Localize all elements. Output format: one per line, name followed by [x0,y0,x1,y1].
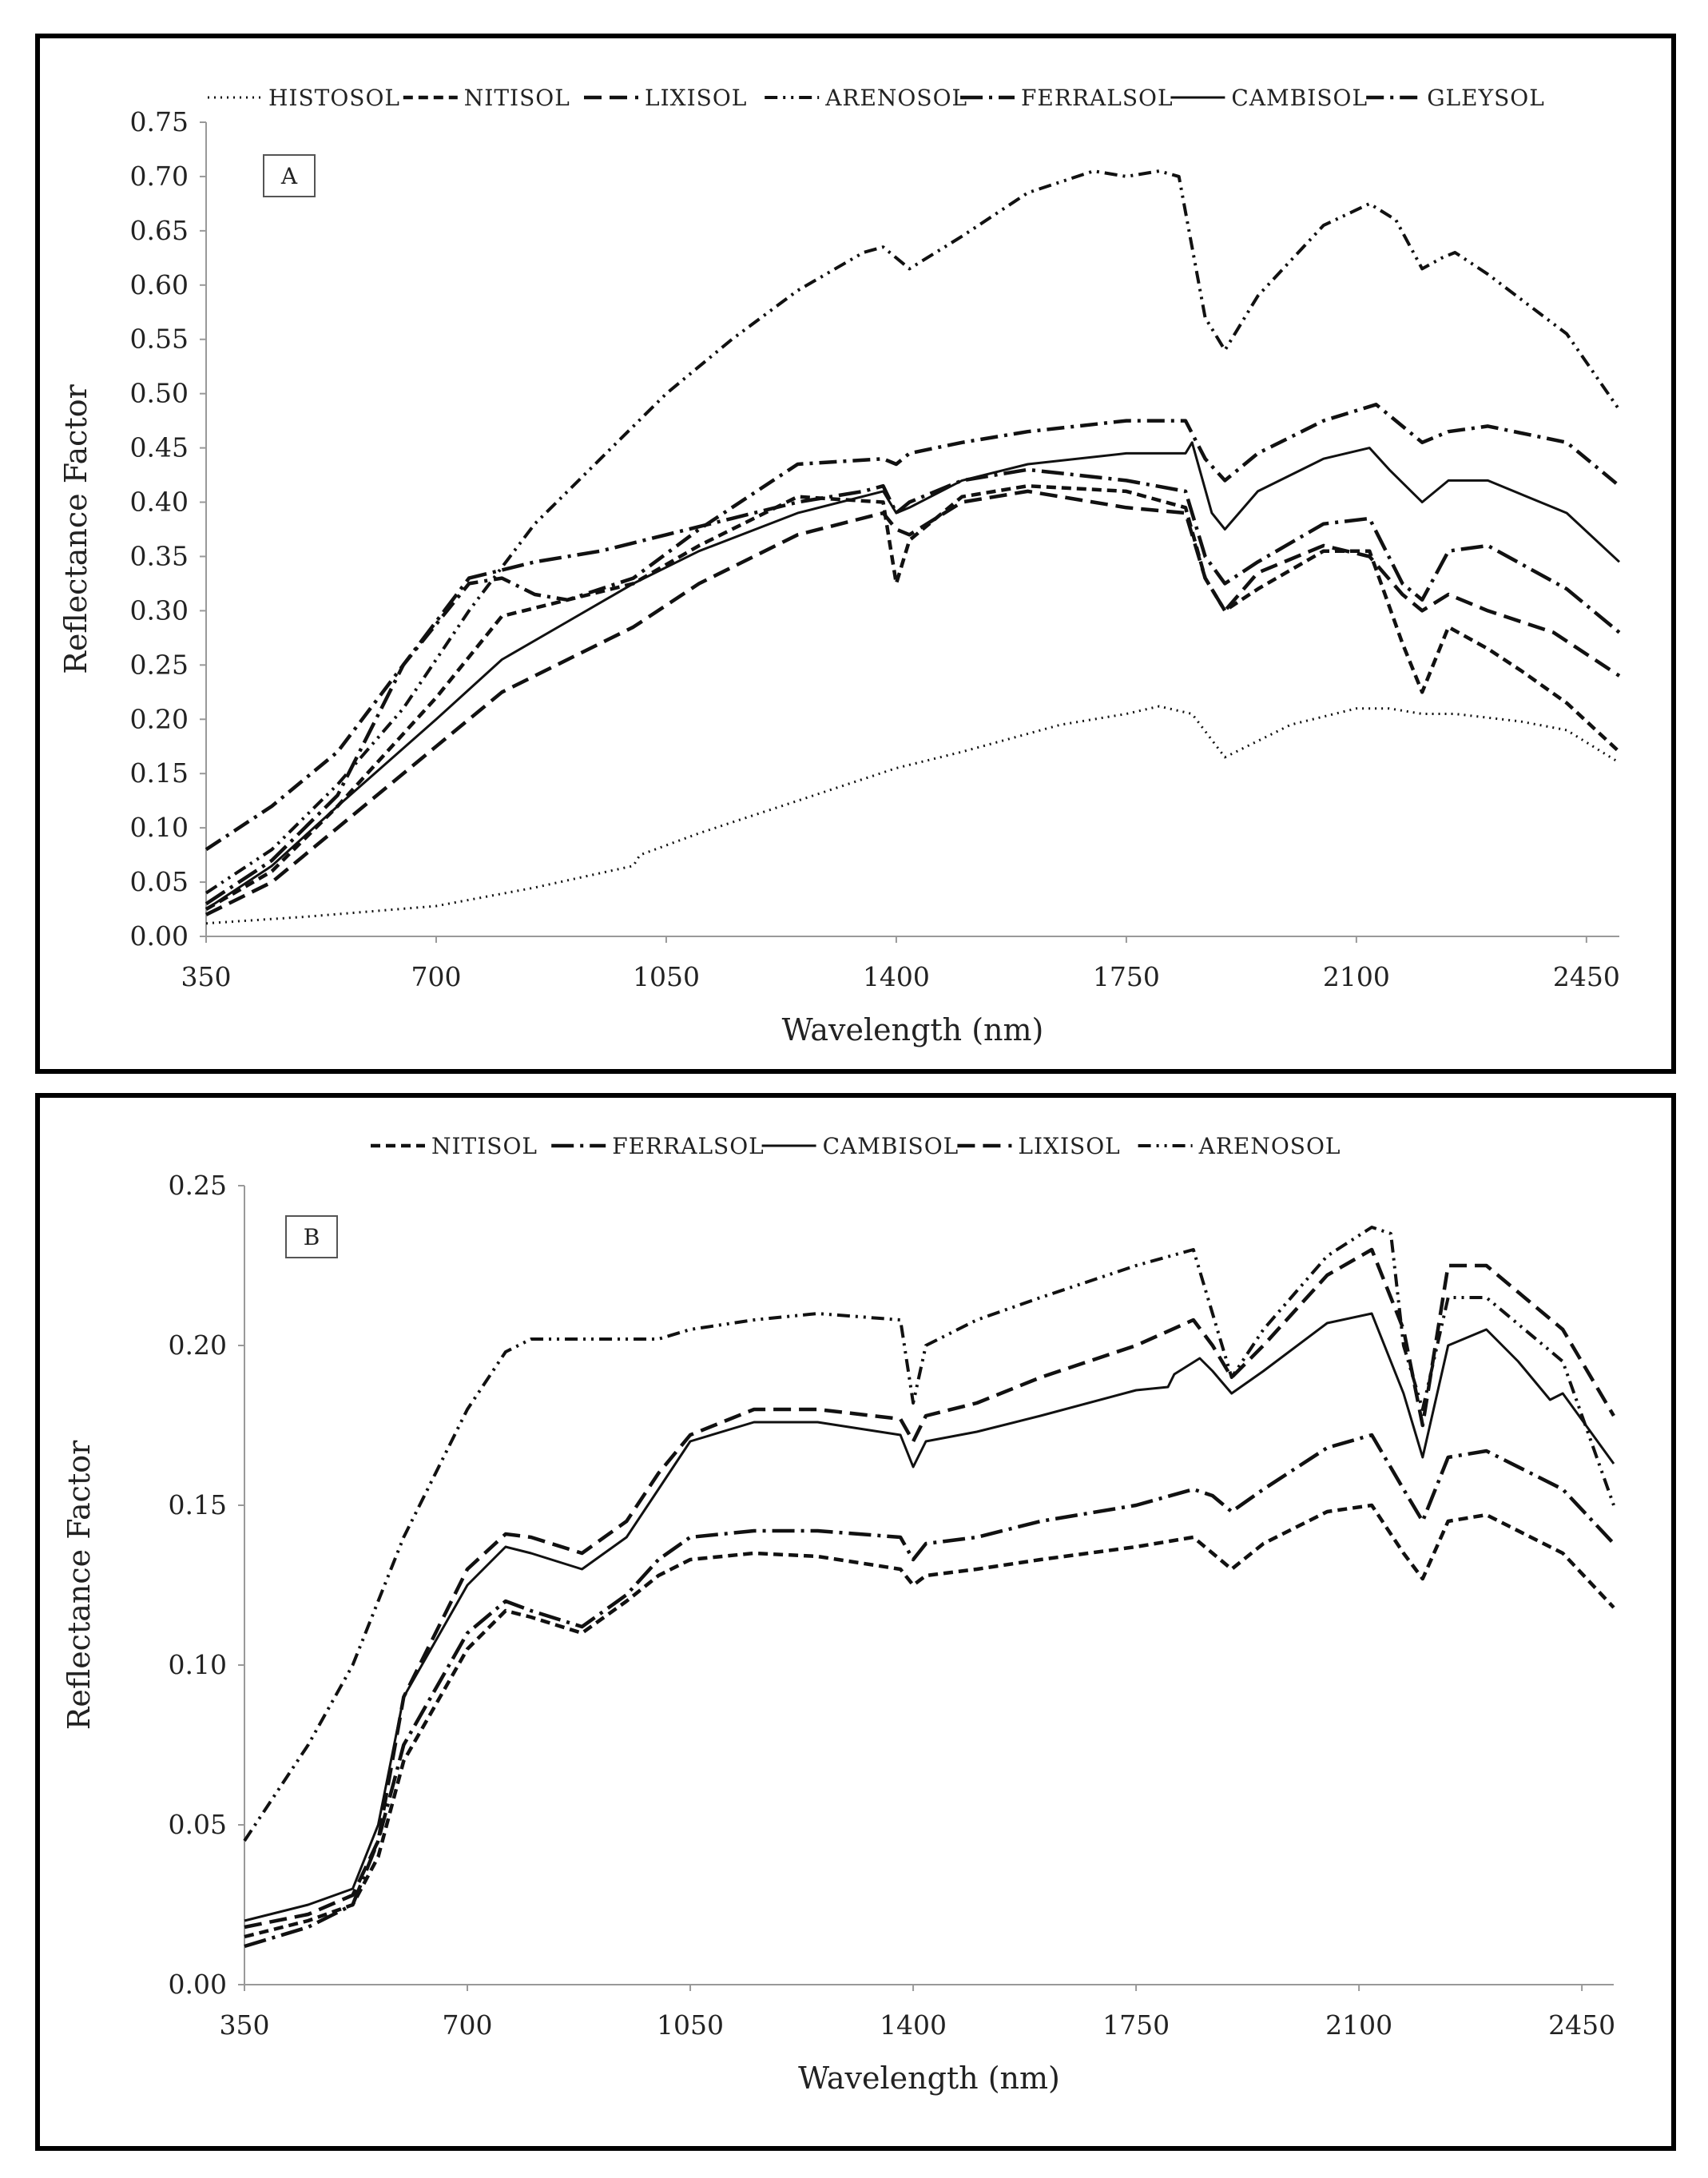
series-line-ferralsol [244,1433,1615,1949]
legend-label-cambisol: CAMBISOL [1231,85,1368,111]
series-line-gleysol [205,403,1621,852]
legend-label-arenosol: ARENOSOL [1198,1133,1341,1159]
series-line-nitisol [244,1503,1615,1939]
y-tick-label: 0.05 [169,1809,227,1840]
y-tick-label: 0.50 [130,378,189,409]
x-tick-label: 1050 [657,2009,724,2041]
x-tick-label: 1400 [880,2009,947,2041]
legend-label-arenosol: ARENOSOL [824,85,967,111]
legend-label-lixisol: LIXISOL [645,85,747,111]
x-tick-label: 350 [181,961,232,992]
y-tick-label: 0.25 [169,1170,227,1201]
y-tick-label: 0.00 [169,1969,227,2000]
chart-panel-b: 0.00 0.05 0.10 0.15 0.20 0.25 350 700 1050 1400 17… [35,1093,1676,2151]
y-tick-label: 0.10 [130,812,189,843]
y-tick-label: 0.45 [130,432,189,463]
panel-label-box [263,154,316,197]
y-axis-title: Reflectance Factor [62,1440,97,1730]
legend-label-ferralsol: FERRALSOL [1021,85,1174,111]
y-tick-label: 0.55 [130,324,189,355]
series-line-lixisol [205,489,1621,916]
legend-label-cambisol: CAMBISOL [823,1133,959,1159]
x-tick-label: 1400 [863,961,930,992]
x-axis-title: Wavelength (nm) [782,1012,1044,1047]
x-tick-label: 1050 [633,961,700,992]
y-tick-label: 0.70 [130,161,189,192]
x-tick-label: 2450 [1553,961,1620,992]
series-line-arenosol [205,169,1621,895]
x-tick-label: 2100 [1325,2009,1392,2041]
y-tick-label: 0.20 [130,703,189,734]
chart-panel-a: 0.00 0.05 0.10 0.15 0.20 0.25 0.30 0.35 0.40 0.45… [35,34,1676,1074]
series-line-nitisol [205,483,1621,911]
legend-label-gleysol: GLEYSOL [1427,85,1545,111]
legend-label-histosol: HISTOSOL [268,85,400,111]
x-tick-label: 2450 [1548,2009,1615,2041]
series-line-histosol [205,705,1620,925]
panel-label: A [280,163,298,189]
y-tick-label: 0.10 [169,1649,227,1680]
legend-label-nitisol: NITISOL [431,1133,538,1159]
panel-label-box [285,1215,338,1258]
legend-label-ferralsol: FERRALSOL [612,1133,765,1159]
y-tick-label: 0.20 [169,1329,227,1361]
x-tick-label: 700 [411,961,461,992]
x-tick-label: 1750 [1093,961,1160,992]
x-tick-label: 2100 [1323,961,1390,992]
y-tick-label: 0.05 [130,866,189,897]
y-tick-label: 0.15 [130,757,189,789]
y-axis-title: Reflectance Factor [58,384,93,674]
legend-label-nitisol: NITISOL [464,85,570,111]
legend-label-lixisol: LIXISOL [1018,1133,1120,1159]
y-tick-label: 0.25 [130,649,189,680]
series-line-cambisol [205,441,1621,911]
series-line-cambisol [244,1312,1615,1922]
y-tick-label: 0.35 [130,540,189,571]
x-axis-title: Wavelength (nm) [798,2061,1060,2096]
x-tick-label: 350 [220,2009,270,2041]
series-line-arenosol [243,1226,1615,1842]
panel-label: B [304,1224,320,1250]
y-tick-label: 0.15 [169,1489,227,1520]
y-tick-label: 0.75 [130,106,189,137]
series-line-ferralsol [205,467,1621,906]
x-tick-label: 700 [443,2009,493,2041]
chart-b-svg: 0.00 0.05 0.10 0.15 0.20 0.25 350 700 1050 1400 17… [62,1133,1615,2096]
y-tick-label: 0.40 [130,487,189,518]
y-tick-label: 0.30 [130,594,189,626]
x-tick-label: 1750 [1102,2009,1170,2041]
y-tick-label: 0.60 [130,269,189,300]
chart-a-svg: 0.00 0.05 0.10 0.15 0.20 0.25 0.30 0.35 0.40 0.45… [58,85,1621,1047]
y-tick-label: 0.65 [130,215,189,246]
y-tick-label: 0.00 [130,920,189,952]
series-line-lixisol [244,1247,1615,1930]
